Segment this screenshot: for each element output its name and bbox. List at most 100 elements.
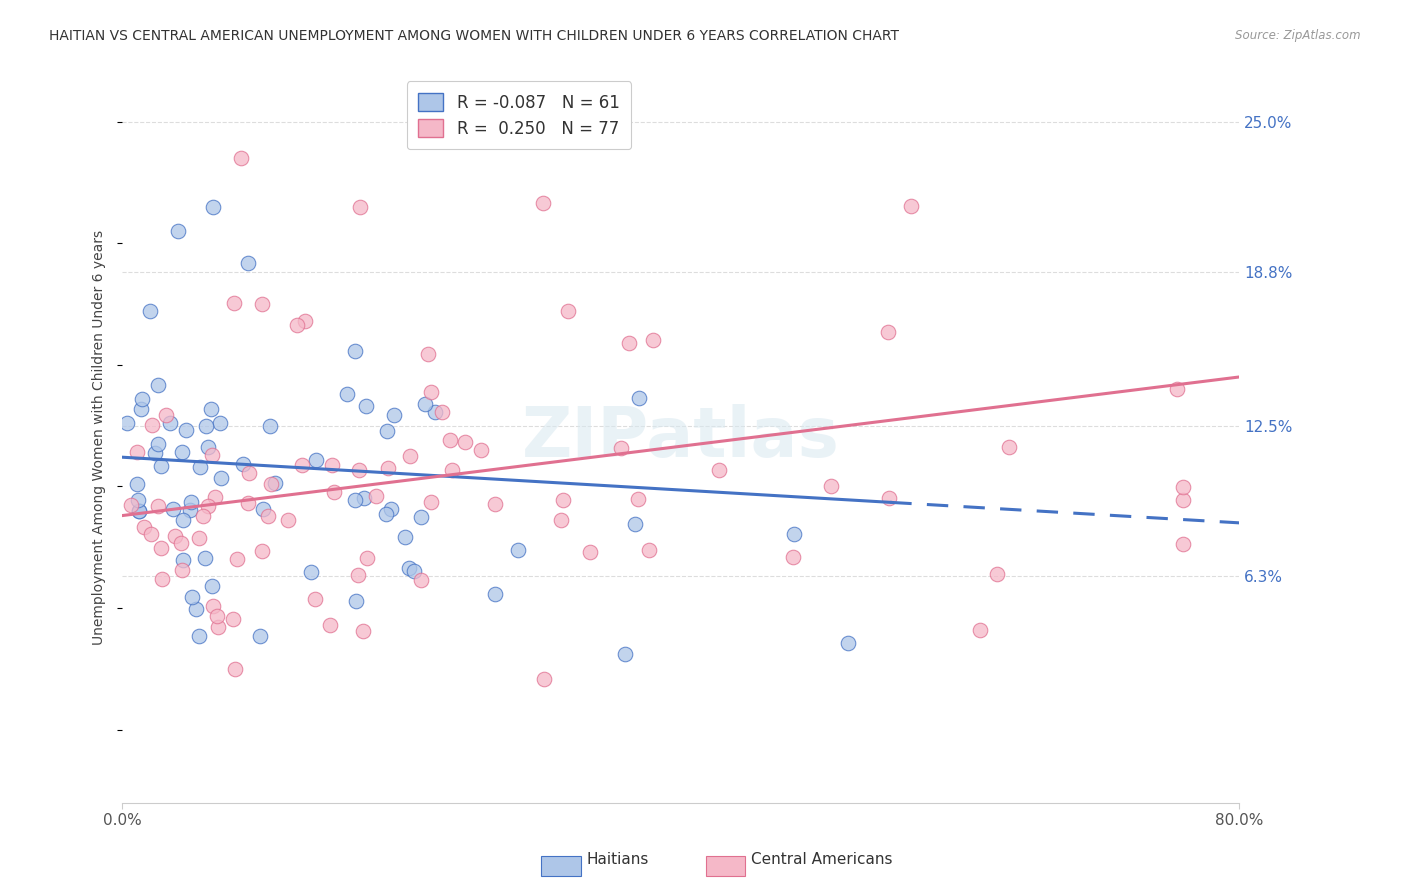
Point bbox=[352, 624, 374, 638]
Point bbox=[134, 520, 156, 534]
Point bbox=[172, 512, 194, 526]
Point bbox=[285, 318, 308, 333]
Point bbox=[207, 620, 229, 634]
Point bbox=[201, 599, 224, 613]
Point bbox=[382, 408, 405, 422]
Point bbox=[186, 602, 208, 616]
Point bbox=[232, 458, 254, 472]
Point bbox=[236, 496, 259, 510]
Point bbox=[304, 591, 326, 606]
Point bbox=[415, 397, 437, 411]
Point bbox=[1173, 492, 1195, 507]
Point bbox=[998, 440, 1021, 454]
Point bbox=[201, 579, 224, 593]
Text: Central Americans: Central Americans bbox=[751, 852, 893, 867]
Point bbox=[250, 297, 273, 311]
Point bbox=[197, 500, 219, 514]
Point bbox=[409, 573, 432, 587]
Point bbox=[148, 437, 170, 451]
Point bbox=[432, 405, 454, 419]
Point bbox=[131, 392, 153, 407]
Point bbox=[179, 503, 201, 517]
Point bbox=[170, 536, 193, 550]
Point bbox=[969, 624, 991, 638]
Point bbox=[533, 672, 555, 686]
Point bbox=[356, 550, 378, 565]
Point bbox=[291, 458, 314, 472]
Point bbox=[628, 391, 651, 405]
Point bbox=[454, 435, 477, 450]
Point bbox=[420, 384, 443, 399]
Point bbox=[440, 463, 463, 477]
Point bbox=[837, 636, 859, 650]
Point bbox=[180, 590, 202, 604]
Point bbox=[277, 513, 299, 527]
Point bbox=[336, 386, 359, 401]
Point bbox=[236, 255, 259, 269]
Point bbox=[252, 502, 274, 516]
Point bbox=[398, 561, 420, 575]
Point bbox=[380, 502, 402, 516]
Point bbox=[1166, 382, 1188, 396]
Point bbox=[877, 491, 900, 505]
Point bbox=[578, 544, 600, 558]
Point bbox=[150, 572, 173, 586]
Point bbox=[344, 344, 367, 359]
Point bbox=[354, 400, 377, 414]
Point bbox=[150, 541, 173, 555]
Point bbox=[627, 492, 650, 507]
Point bbox=[208, 416, 231, 430]
Point bbox=[294, 314, 316, 328]
Point bbox=[353, 491, 375, 505]
Text: HAITIAN VS CENTRAL AMERICAN UNEMPLOYMENT AMONG WOMEN WITH CHILDREN UNDER 6 YEARS: HAITIAN VS CENTRAL AMERICAN UNEMPLOYMENT… bbox=[49, 29, 900, 43]
Point bbox=[783, 527, 806, 541]
Point bbox=[624, 517, 647, 532]
Point bbox=[127, 477, 149, 491]
Point bbox=[986, 566, 1008, 581]
Point bbox=[550, 513, 572, 527]
Point bbox=[128, 504, 150, 518]
Point bbox=[347, 463, 370, 477]
Point bbox=[423, 405, 446, 419]
Point bbox=[416, 347, 439, 361]
Point bbox=[200, 402, 222, 417]
Point bbox=[319, 618, 342, 632]
Point bbox=[249, 629, 271, 643]
Point bbox=[820, 479, 842, 493]
Point bbox=[260, 477, 283, 491]
Text: Source: ZipAtlas.com: Source: ZipAtlas.com bbox=[1236, 29, 1361, 42]
Point bbox=[419, 494, 441, 508]
Point bbox=[638, 542, 661, 557]
Text: ZIPatlas: ZIPatlas bbox=[522, 404, 839, 471]
Point bbox=[557, 304, 579, 318]
Point bbox=[553, 492, 575, 507]
Point bbox=[305, 452, 328, 467]
Point bbox=[256, 508, 278, 523]
Y-axis label: Unemployment Among Women with Children Under 6 years: Unemployment Among Women with Children U… bbox=[93, 230, 107, 645]
Point bbox=[484, 497, 506, 511]
Point bbox=[531, 195, 554, 210]
Point bbox=[187, 531, 209, 545]
Point bbox=[174, 423, 197, 437]
Point bbox=[172, 553, 194, 567]
Point bbox=[250, 544, 273, 558]
Point bbox=[610, 441, 633, 455]
Point bbox=[188, 460, 211, 475]
Point bbox=[364, 489, 387, 503]
Point bbox=[322, 485, 344, 500]
Point bbox=[877, 325, 900, 339]
Point bbox=[439, 434, 461, 448]
Point bbox=[225, 552, 247, 566]
Point bbox=[1173, 537, 1195, 551]
Point bbox=[377, 461, 399, 475]
Point bbox=[194, 419, 217, 434]
Point bbox=[211, 471, 233, 485]
Point bbox=[402, 564, 425, 578]
Text: Haitians: Haitians bbox=[586, 852, 648, 867]
Point bbox=[172, 563, 194, 577]
Point bbox=[394, 530, 416, 544]
Point bbox=[222, 612, 245, 626]
Point bbox=[782, 550, 804, 565]
Point bbox=[375, 507, 398, 521]
Point bbox=[165, 529, 187, 543]
